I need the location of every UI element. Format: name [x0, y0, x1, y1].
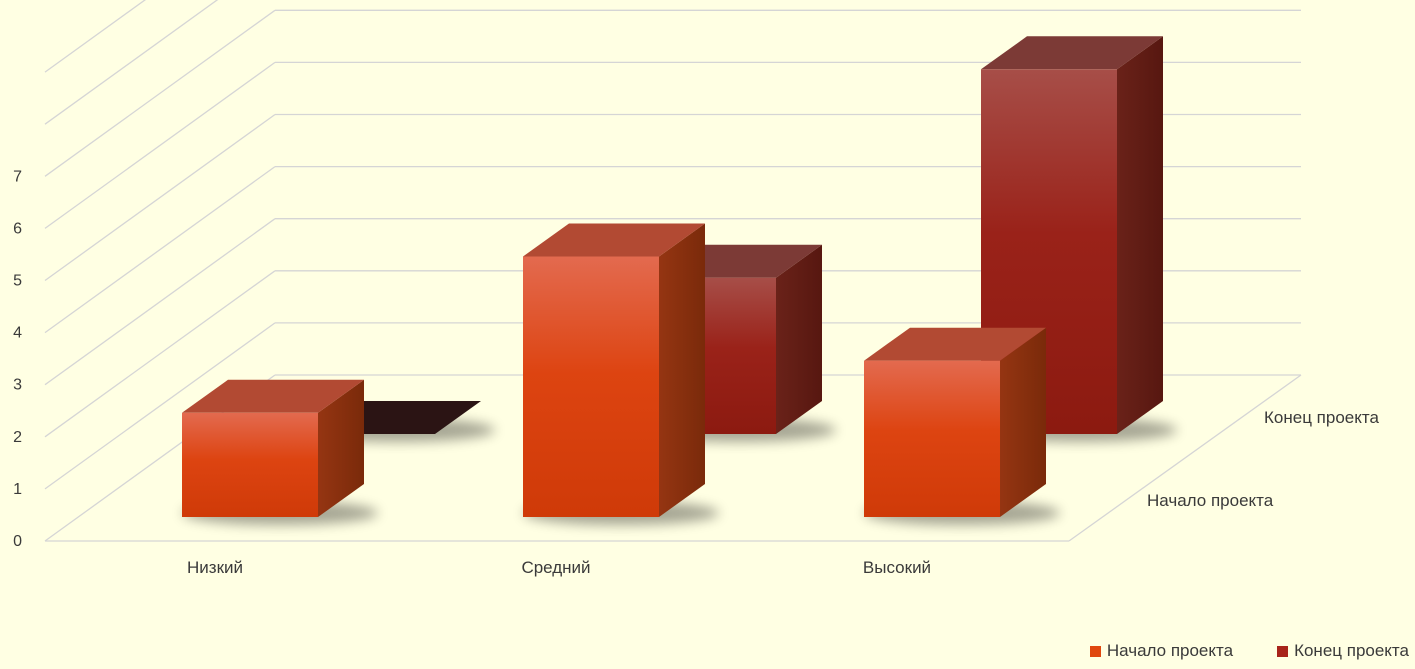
- bar-side-0-2: [1000, 328, 1046, 517]
- bar-0-2: [864, 361, 1000, 517]
- gridline-side: [45, 62, 275, 228]
- y-tick-label: 0: [13, 533, 22, 550]
- x-tick-label: Средний: [521, 558, 590, 577]
- y-tick-label: 3: [13, 377, 22, 394]
- gridline-side: [45, 115, 275, 281]
- legend-label-end: Конец проекта: [1294, 641, 1409, 661]
- x-tick-label: Высокий: [863, 558, 931, 577]
- gridline-side: [45, 0, 275, 72]
- gridline-side: [45, 167, 275, 333]
- bar-0-0: [182, 413, 318, 517]
- y-tick-label: 1: [13, 481, 22, 498]
- legend-swatch-end: [1277, 646, 1288, 657]
- depth-label: Начало проекта: [1147, 491, 1274, 510]
- depth-label: Конец проекта: [1264, 408, 1379, 427]
- gridline-side: [45, 219, 275, 385]
- legend: Начало проекта Конец проекта: [1090, 638, 1409, 664]
- bar-side-0-1: [659, 224, 705, 518]
- x-tick-label: Низкий: [187, 558, 243, 577]
- legend-item-end: Конец проекта: [1277, 641, 1409, 661]
- legend-label-start: Начало проекта: [1107, 641, 1233, 661]
- y-tick-label: 5: [13, 273, 22, 290]
- y-tick-label: 6: [13, 220, 22, 237]
- gridline-side: [45, 0, 275, 124]
- legend-swatch-start: [1090, 646, 1101, 657]
- y-tick-label: 7: [13, 168, 22, 185]
- bar-0-1: [523, 257, 659, 518]
- y-tick-label: 2: [13, 429, 22, 446]
- bar-side-1-2: [1117, 36, 1163, 434]
- y-tick-label: 4: [13, 325, 22, 342]
- gridline-side: [45, 10, 275, 176]
- bar-side-1-1: [776, 245, 822, 434]
- legend-item-start: Начало проекта: [1090, 641, 1233, 661]
